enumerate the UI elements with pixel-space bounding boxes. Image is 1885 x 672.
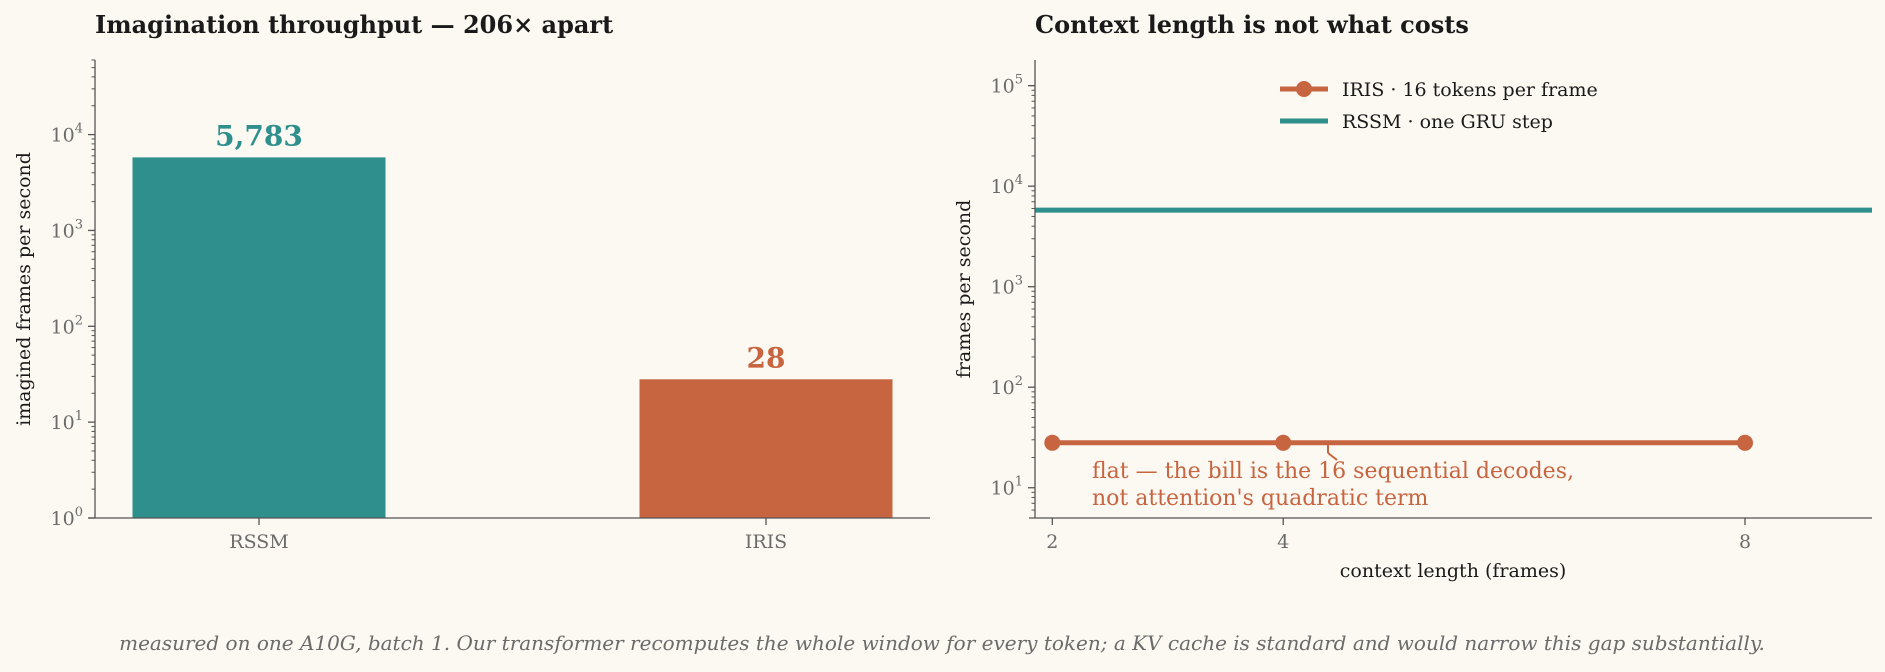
tick-exponent: 3: [75, 217, 83, 232]
legend-iris-marker: [1296, 81, 1312, 97]
line-chart-x-ticks: 2 4 8: [1046, 518, 1751, 553]
bar-chart-bars: 5,783 28: [132, 119, 893, 519]
line-chart-title: Context length is not what costs: [1035, 10, 1469, 39]
legend-rssm-label: RSSM · one GRU step: [1342, 111, 1553, 133]
tick-base: 10: [51, 412, 75, 434]
series-point-iris: [1737, 434, 1754, 451]
line-chart-annotation: flat — the bill is the 16 sequential dec…: [1092, 445, 1574, 511]
bar-y-tick-label: 100: [51, 505, 83, 530]
series-point-iris: [1044, 434, 1061, 451]
tick-exponent: 2: [75, 313, 83, 328]
tick-base: 10: [991, 478, 1015, 500]
tick-exponent: 5: [1015, 73, 1023, 88]
bar-value-label-iris: 28: [747, 341, 786, 374]
bar-chart-title: Imagination throughput — 206× apart: [95, 10, 613, 39]
tick-base: 10: [51, 125, 75, 147]
line-y-tick-label: 103: [991, 274, 1023, 299]
series-point-iris: [1275, 434, 1292, 451]
line-y-tick-label: 101: [991, 475, 1023, 500]
bar-x-tick-label-iris: IRIS: [745, 531, 787, 553]
annotation-line-1: flat — the bill is the 16 sequential dec…: [1092, 459, 1574, 484]
line-x-tick-label: 2: [1046, 531, 1058, 553]
tick-base: 10: [991, 176, 1015, 198]
legend-iris-label: IRIS · 16 tokens per frame: [1342, 79, 1598, 101]
annotation-arrow-tail: [1327, 452, 1338, 461]
bar-x-tick-label-rssm: RSSM: [229, 531, 288, 553]
footnote: measured on one A10G, batch 1. Our trans…: [119, 631, 1765, 655]
bar-y-tick-label: 101: [51, 409, 83, 434]
tick-exponent: 3: [1015, 274, 1023, 289]
line-y-tick-label: 104: [991, 173, 1023, 198]
bar-rssm: [132, 157, 386, 519]
tick-exponent: 4: [1015, 173, 1023, 188]
line-chart-x-label: context length (frames): [1340, 560, 1567, 582]
tick-exponent: 1: [1015, 475, 1023, 490]
line-chart-series: [1035, 207, 1872, 451]
tick-exponent: 4: [75, 122, 83, 137]
tick-exponent: 2: [1015, 374, 1023, 389]
bar-chart: Imagination throughput — 206× apart 1001…: [13, 10, 930, 553]
tick-base: 10: [51, 316, 75, 338]
bar-y-tick-label: 103: [51, 217, 83, 242]
line-x-tick-label: 8: [1739, 531, 1751, 553]
line-y-tick-label: 102: [991, 374, 1023, 399]
bar-value-label-rssm: 5,783: [215, 119, 303, 152]
tick-base: 10: [51, 220, 75, 242]
bar-chart-y-label: imagined frames per second: [13, 152, 35, 426]
line-y-tick-label: 105: [991, 73, 1023, 98]
line-x-tick-label: 4: [1277, 531, 1289, 553]
annotation-line-2: not attention's quadratic term: [1092, 486, 1429, 511]
tick-base: 10: [991, 277, 1015, 299]
line-chart-legend: IRIS · 16 tokens per frame RSSM · one GR…: [1280, 79, 1598, 133]
line-chart-y-label: frames per second: [953, 200, 975, 379]
tick-exponent: 1: [75, 409, 83, 424]
bar-y-tick-label: 102: [51, 313, 83, 338]
tick-base: 10: [991, 76, 1015, 98]
bar-iris: [639, 379, 893, 518]
tick-base: 10: [991, 377, 1015, 399]
line-chart: Context length is not what costs 1011021…: [953, 10, 1872, 582]
bar-chart-x-ticks: RSSM IRIS: [229, 518, 787, 553]
tick-base: 10: [51, 508, 75, 530]
tick-exponent: 0: [75, 505, 83, 520]
bar-y-tick-label: 104: [51, 122, 83, 147]
